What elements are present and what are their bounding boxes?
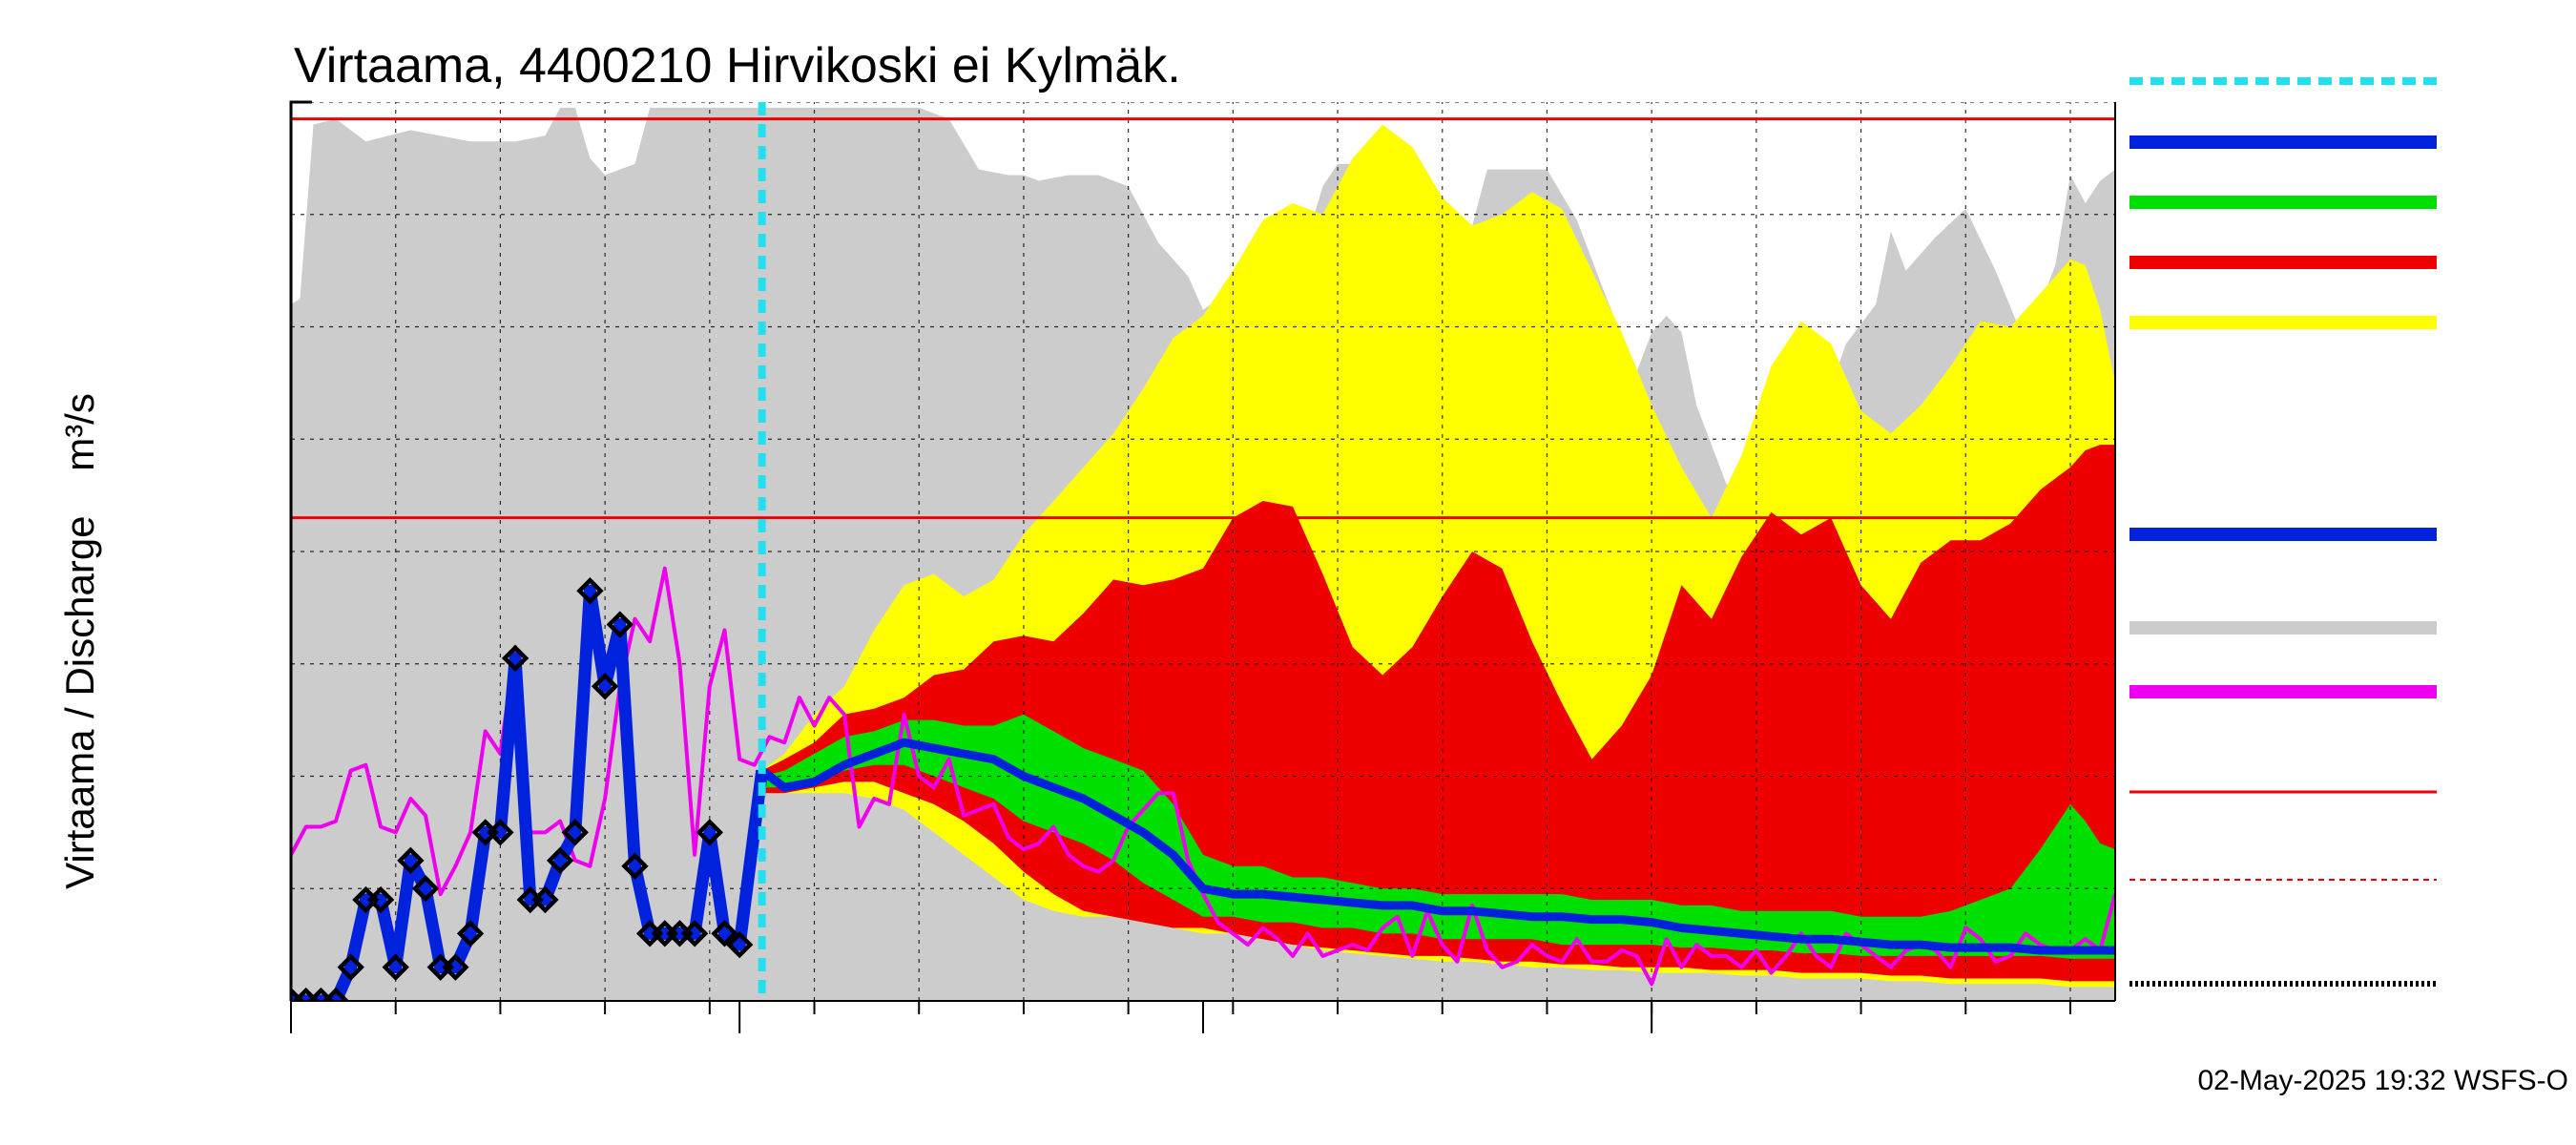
observed-point-marker: [442, 953, 469, 981]
observed-point-marker: [725, 930, 754, 959]
y-axis-line: [289, 100, 312, 1001]
observed-point-marker: [411, 875, 440, 903]
mean-forecast-line: [758, 738, 2115, 955]
observed-point-marker: [561, 819, 589, 846]
plot-area: [291, 102, 2115, 1001]
timestamp: 02-May-2025 19:32 WSFS-O: [2198, 1065, 2569, 1096]
observed-median-line: [291, 566, 2115, 987]
y-axis-label: Virtaama / Discharge m³/s: [57, 393, 102, 889]
grid-layer: [291, 102, 2115, 1001]
legend: [2129, 77, 2437, 987]
legend-swatch: [2129, 135, 2437, 149]
axes-layer: [289, 100, 2116, 1033]
legend-swatch: [2129, 256, 2437, 269]
observed-point-marker: [322, 987, 350, 1001]
observed-point-marker: [487, 819, 514, 846]
observed-point-marker: [680, 920, 709, 947]
observed-point-marker: [696, 819, 724, 846]
observed-point-marker: [366, 885, 395, 914]
observed-point-marker: [501, 644, 530, 673]
legend-swatch: [2129, 621, 2437, 635]
legend-swatch: [2129, 528, 2437, 541]
observed-point-marker: [531, 885, 559, 914]
legend-swatch: [2129, 685, 2437, 698]
observed-point-marker: [337, 953, 364, 981]
bands-layer: [291, 107, 2115, 1001]
observed-point-marker: [456, 920, 485, 947]
chart-title: Virtaama, 4400210 Hirvikoski ei Kylmäk.: [294, 38, 1181, 94]
observed-point-marker: [576, 577, 604, 605]
observed-point-marker: [546, 846, 574, 874]
observed-point-marker: [397, 846, 425, 874]
range-25-75-band: [761, 714, 2115, 959]
observed-point-marker: [711, 920, 738, 947]
legend-swatch: [2129, 316, 2437, 329]
observed-point-marker: [621, 852, 649, 880]
observed-point-marker: [382, 953, 409, 981]
observed-point-marker: [606, 611, 634, 638]
observed-point-marker: [591, 673, 619, 700]
lines-layer: [291, 102, 2115, 1001]
legend-swatch: [2129, 196, 2437, 209]
